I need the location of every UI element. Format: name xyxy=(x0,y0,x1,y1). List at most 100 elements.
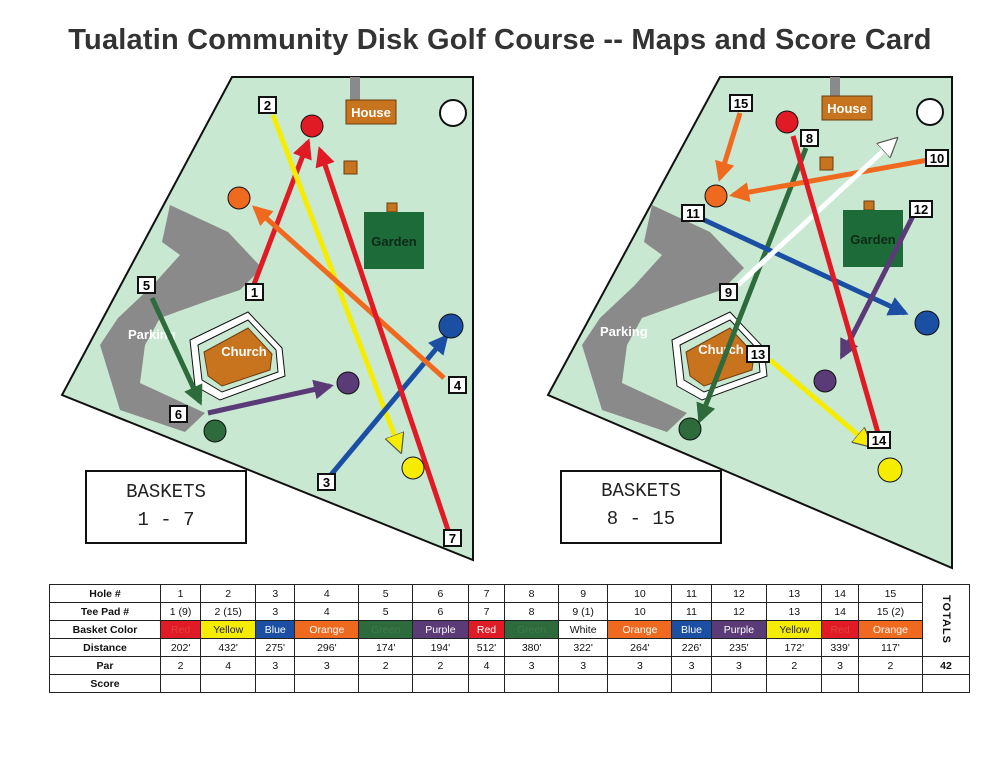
score-cell: 8 xyxy=(504,584,559,603)
svg-text:4: 4 xyxy=(454,378,462,393)
score-input-cell[interactable] xyxy=(710,674,768,693)
score-cell: 8 xyxy=(504,602,559,621)
par-row: Par 2 4 3 3 2 2 4 3 3 3 3 3 2 3 2 42 xyxy=(49,656,970,675)
basket-color-cell: Purple xyxy=(710,620,768,639)
score-cell: 2 (15) xyxy=(200,602,257,621)
score-input-cell[interactable] xyxy=(255,674,296,693)
svg-text:13: 13 xyxy=(751,347,765,362)
row-label: Distance xyxy=(49,638,161,657)
tee-5: 5 xyxy=(137,276,156,294)
score-cell: 380' xyxy=(504,638,559,657)
basket-yellow-right xyxy=(877,457,903,483)
score-cell: 3 xyxy=(255,584,296,603)
score-cell: 12 xyxy=(710,602,768,621)
hole-14-path xyxy=(790,135,883,441)
score-input-cell[interactable] xyxy=(358,674,414,693)
score-input-cell[interactable] xyxy=(607,674,673,693)
score-card: Hole #1 2 3 4 5 6 7 8 9 10 11 12 13 14 15 TOTALS Tee Pad… xyxy=(49,584,970,693)
score-cell: 3 xyxy=(557,656,609,675)
totals-label: TOTALS xyxy=(940,594,952,644)
score-cell: 3 xyxy=(607,656,673,675)
score-cell: 5 xyxy=(358,584,414,603)
garden-label: Garden xyxy=(371,234,417,249)
house-label-right: House xyxy=(827,101,867,116)
basket-color-cell: Purple xyxy=(412,620,469,639)
score-input-cell[interactable] xyxy=(294,674,360,693)
basket-purple xyxy=(336,371,360,395)
tee-4: 4 xyxy=(448,376,467,394)
baskets-box-range: 1 - 7 xyxy=(137,509,194,531)
totals-header: TOTALS xyxy=(922,584,970,657)
svg-text:9: 9 xyxy=(725,285,732,300)
map-right: House Garden Church Parking 15 8 10 11 1… xyxy=(546,76,953,570)
course-maps: House Garden Church Parking 2 5 1 xyxy=(60,76,953,570)
baskets-box-range-right: 8 - 15 xyxy=(607,508,675,530)
row-label: Score xyxy=(49,674,161,693)
score-cell: 512' xyxy=(467,638,506,657)
score-input-cell[interactable] xyxy=(504,674,559,693)
tee-15: 15 xyxy=(729,94,753,112)
score-cell: 6 xyxy=(412,584,469,603)
row-label: Hole # xyxy=(49,584,161,603)
svg-text:10: 10 xyxy=(930,151,944,166)
score-input-cell[interactable] xyxy=(412,674,469,693)
score-input-cell[interactable] xyxy=(159,674,202,693)
score-row: Score xyxy=(49,674,970,693)
tee-10: 10 xyxy=(925,149,949,167)
map-left: House Garden Church Parking 2 5 1 xyxy=(60,76,474,562)
basket-yellow xyxy=(401,456,425,480)
basket-color-cell: Orange xyxy=(857,620,924,639)
basket-color-cell: Green xyxy=(358,620,414,639)
score-input-cell[interactable] xyxy=(821,674,859,693)
score-cell: 226' xyxy=(671,638,712,657)
hole-row: Hole #1 2 3 4 5 6 7 8 9 10 11 12 13 14 15 TOTALS xyxy=(49,584,970,657)
basket-color-cell: Orange xyxy=(607,620,673,639)
score-input-cell[interactable] xyxy=(857,674,924,693)
score-input-cell[interactable] xyxy=(557,674,609,693)
score-cell: 15 (2) xyxy=(857,602,924,621)
score-cell: 3 xyxy=(821,656,859,675)
svg-text:2: 2 xyxy=(264,98,271,113)
hole-6-path xyxy=(207,379,334,416)
tee-8: 8 xyxy=(800,129,819,147)
church-label: Church xyxy=(221,344,267,359)
row-label: Par xyxy=(49,656,161,675)
parking-label-right: Parking xyxy=(600,324,648,339)
parking-label: Parking xyxy=(128,327,176,342)
score-total[interactable] xyxy=(922,674,970,693)
svg-text:3: 3 xyxy=(323,475,330,490)
svg-text:6: 6 xyxy=(175,407,182,422)
svg-text:14: 14 xyxy=(872,433,887,448)
score-cell: 2 xyxy=(358,656,414,675)
basket-green xyxy=(203,419,227,443)
score-input-cell[interactable] xyxy=(766,674,823,693)
score-cell: 322' xyxy=(557,638,609,657)
score-cell: 10 xyxy=(607,584,673,603)
score-cell: 339' xyxy=(821,638,859,657)
score-cell: 2 xyxy=(412,656,469,675)
hole-10-path xyxy=(729,157,929,203)
tee-1: 1 xyxy=(245,283,264,301)
score-cell: 3 xyxy=(710,656,768,675)
basket-green-right xyxy=(678,417,702,441)
score-cell: 2 xyxy=(200,584,257,603)
distance-row: Distance 202' 432' 275' 296' 174' 194' 512' 380'… xyxy=(49,638,970,657)
basket-red xyxy=(300,114,324,138)
house-label: House xyxy=(351,105,391,120)
svg-text:1: 1 xyxy=(251,285,258,300)
score-cell: 2 xyxy=(766,656,823,675)
score-input-cell[interactable] xyxy=(467,674,506,693)
baskets-box-title: BASKETS xyxy=(126,481,206,503)
tee-9: 9 xyxy=(719,283,738,301)
score-cell: 2 xyxy=(159,656,202,675)
score-cell: 7 xyxy=(467,602,506,621)
score-cell: 11 xyxy=(671,584,712,603)
hole-1-path xyxy=(250,138,312,288)
score-input-cell[interactable] xyxy=(200,674,257,693)
score-cell: 9 xyxy=(557,584,609,603)
hole-8-path xyxy=(696,147,809,424)
svg-text:11: 11 xyxy=(686,206,700,221)
baskets-box-title-right: BASKETS xyxy=(601,480,681,502)
score-input-cell[interactable] xyxy=(671,674,712,693)
hole-13-path xyxy=(768,358,870,445)
